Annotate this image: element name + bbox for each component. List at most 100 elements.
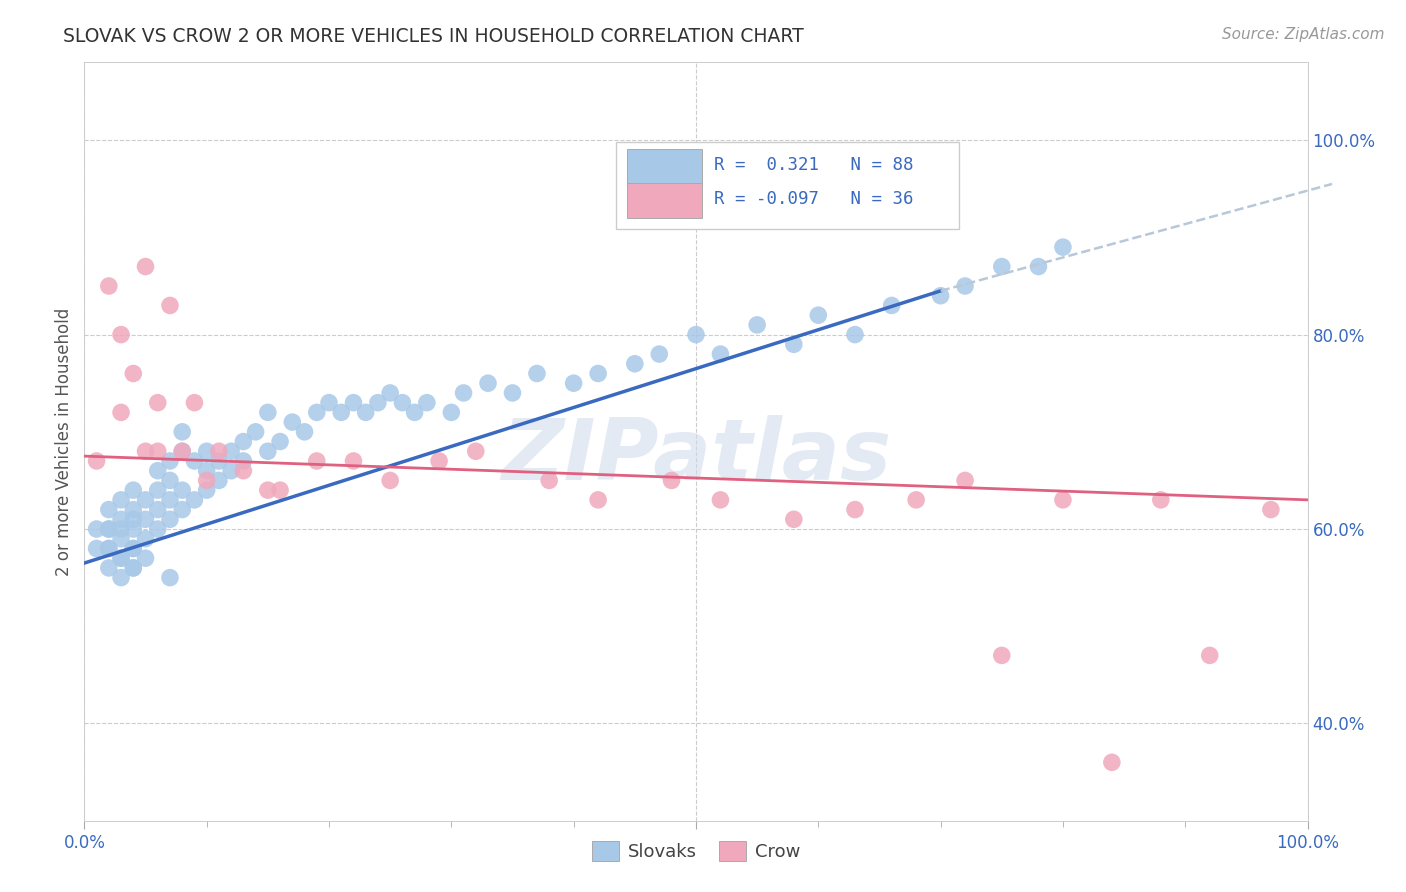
Point <box>146 444 169 458</box>
Point <box>195 474 218 488</box>
Point <box>354 405 377 419</box>
Y-axis label: 2 or more Vehicles in Household: 2 or more Vehicles in Household <box>55 308 73 575</box>
Point <box>232 464 254 478</box>
Point <box>172 483 194 497</box>
Point <box>110 492 132 507</box>
Point <box>86 522 108 536</box>
Point <box>146 502 169 516</box>
Point <box>685 327 707 342</box>
Point <box>122 541 145 556</box>
Point <box>404 405 426 419</box>
Point <box>122 522 145 536</box>
Point <box>844 327 866 342</box>
Point <box>122 367 145 381</box>
Point <box>844 502 866 516</box>
Point <box>1052 240 1074 254</box>
Point <box>367 395 389 409</box>
Point <box>269 483 291 497</box>
Point <box>991 648 1014 663</box>
Point <box>1052 492 1074 507</box>
Point <box>135 260 157 274</box>
Point <box>172 444 194 458</box>
Point <box>269 434 291 449</box>
Point <box>135 551 157 566</box>
Point <box>440 405 463 419</box>
Point <box>783 512 806 526</box>
Point <box>97 561 120 575</box>
Point <box>195 483 218 497</box>
Point <box>159 298 181 312</box>
FancyBboxPatch shape <box>627 183 702 218</box>
Point <box>219 444 242 458</box>
Point <box>1260 502 1282 516</box>
Legend: Slovaks, Crow: Slovaks, Crow <box>585 834 807 869</box>
Text: R = -0.097   N = 36: R = -0.097 N = 36 <box>714 190 914 208</box>
Point <box>159 512 181 526</box>
Point <box>232 434 254 449</box>
Point <box>97 279 120 293</box>
Point <box>464 444 486 458</box>
Point <box>159 492 181 507</box>
Point <box>905 492 928 507</box>
Point <box>342 395 364 409</box>
Text: SLOVAK VS CROW 2 OR MORE VEHICLES IN HOUSEHOLD CORRELATION CHART: SLOVAK VS CROW 2 OR MORE VEHICLES IN HOU… <box>63 27 804 45</box>
Point <box>709 492 731 507</box>
Point <box>86 541 108 556</box>
Point <box>122 541 145 556</box>
Point <box>172 502 194 516</box>
Point <box>208 454 231 468</box>
Point <box>97 522 120 536</box>
Point <box>122 512 145 526</box>
Point <box>880 298 903 312</box>
Text: R =  0.321   N = 88: R = 0.321 N = 88 <box>714 156 914 174</box>
Point <box>709 347 731 361</box>
Point <box>172 444 194 458</box>
Point <box>661 474 683 488</box>
Point <box>929 289 952 303</box>
Point <box>135 512 157 526</box>
Point <box>416 395 439 409</box>
Point <box>195 444 218 458</box>
Point <box>427 454 450 468</box>
Point <box>122 561 145 575</box>
Point <box>110 327 132 342</box>
Point <box>146 522 169 536</box>
Point <box>747 318 769 332</box>
Point <box>146 464 169 478</box>
Point <box>97 522 120 536</box>
Point <box>110 551 132 566</box>
Point <box>953 474 976 488</box>
Point <box>110 551 132 566</box>
Point <box>257 405 280 419</box>
Point <box>526 367 548 381</box>
Point <box>110 512 132 526</box>
Point <box>135 532 157 546</box>
Point <box>110 532 132 546</box>
Point <box>807 308 830 322</box>
Point <box>135 492 157 507</box>
Point <box>97 541 120 556</box>
Point <box>159 571 181 585</box>
Point <box>172 425 194 439</box>
Point <box>232 454 254 468</box>
Point <box>453 386 475 401</box>
Point <box>318 395 340 409</box>
Point <box>294 425 316 439</box>
Point <box>183 395 205 409</box>
Point <box>1028 260 1050 274</box>
Point <box>305 405 328 419</box>
Point <box>281 415 304 429</box>
Point <box>110 405 132 419</box>
Point <box>586 492 609 507</box>
Point <box>1101 756 1123 770</box>
Point <box>477 376 499 391</box>
Point <box>183 454 205 468</box>
Point <box>380 386 402 401</box>
Point <box>97 541 120 556</box>
Point <box>342 454 364 468</box>
Point <box>624 357 647 371</box>
Point <box>380 474 402 488</box>
Point <box>97 502 120 516</box>
Point <box>1198 648 1220 663</box>
Point <box>159 474 181 488</box>
